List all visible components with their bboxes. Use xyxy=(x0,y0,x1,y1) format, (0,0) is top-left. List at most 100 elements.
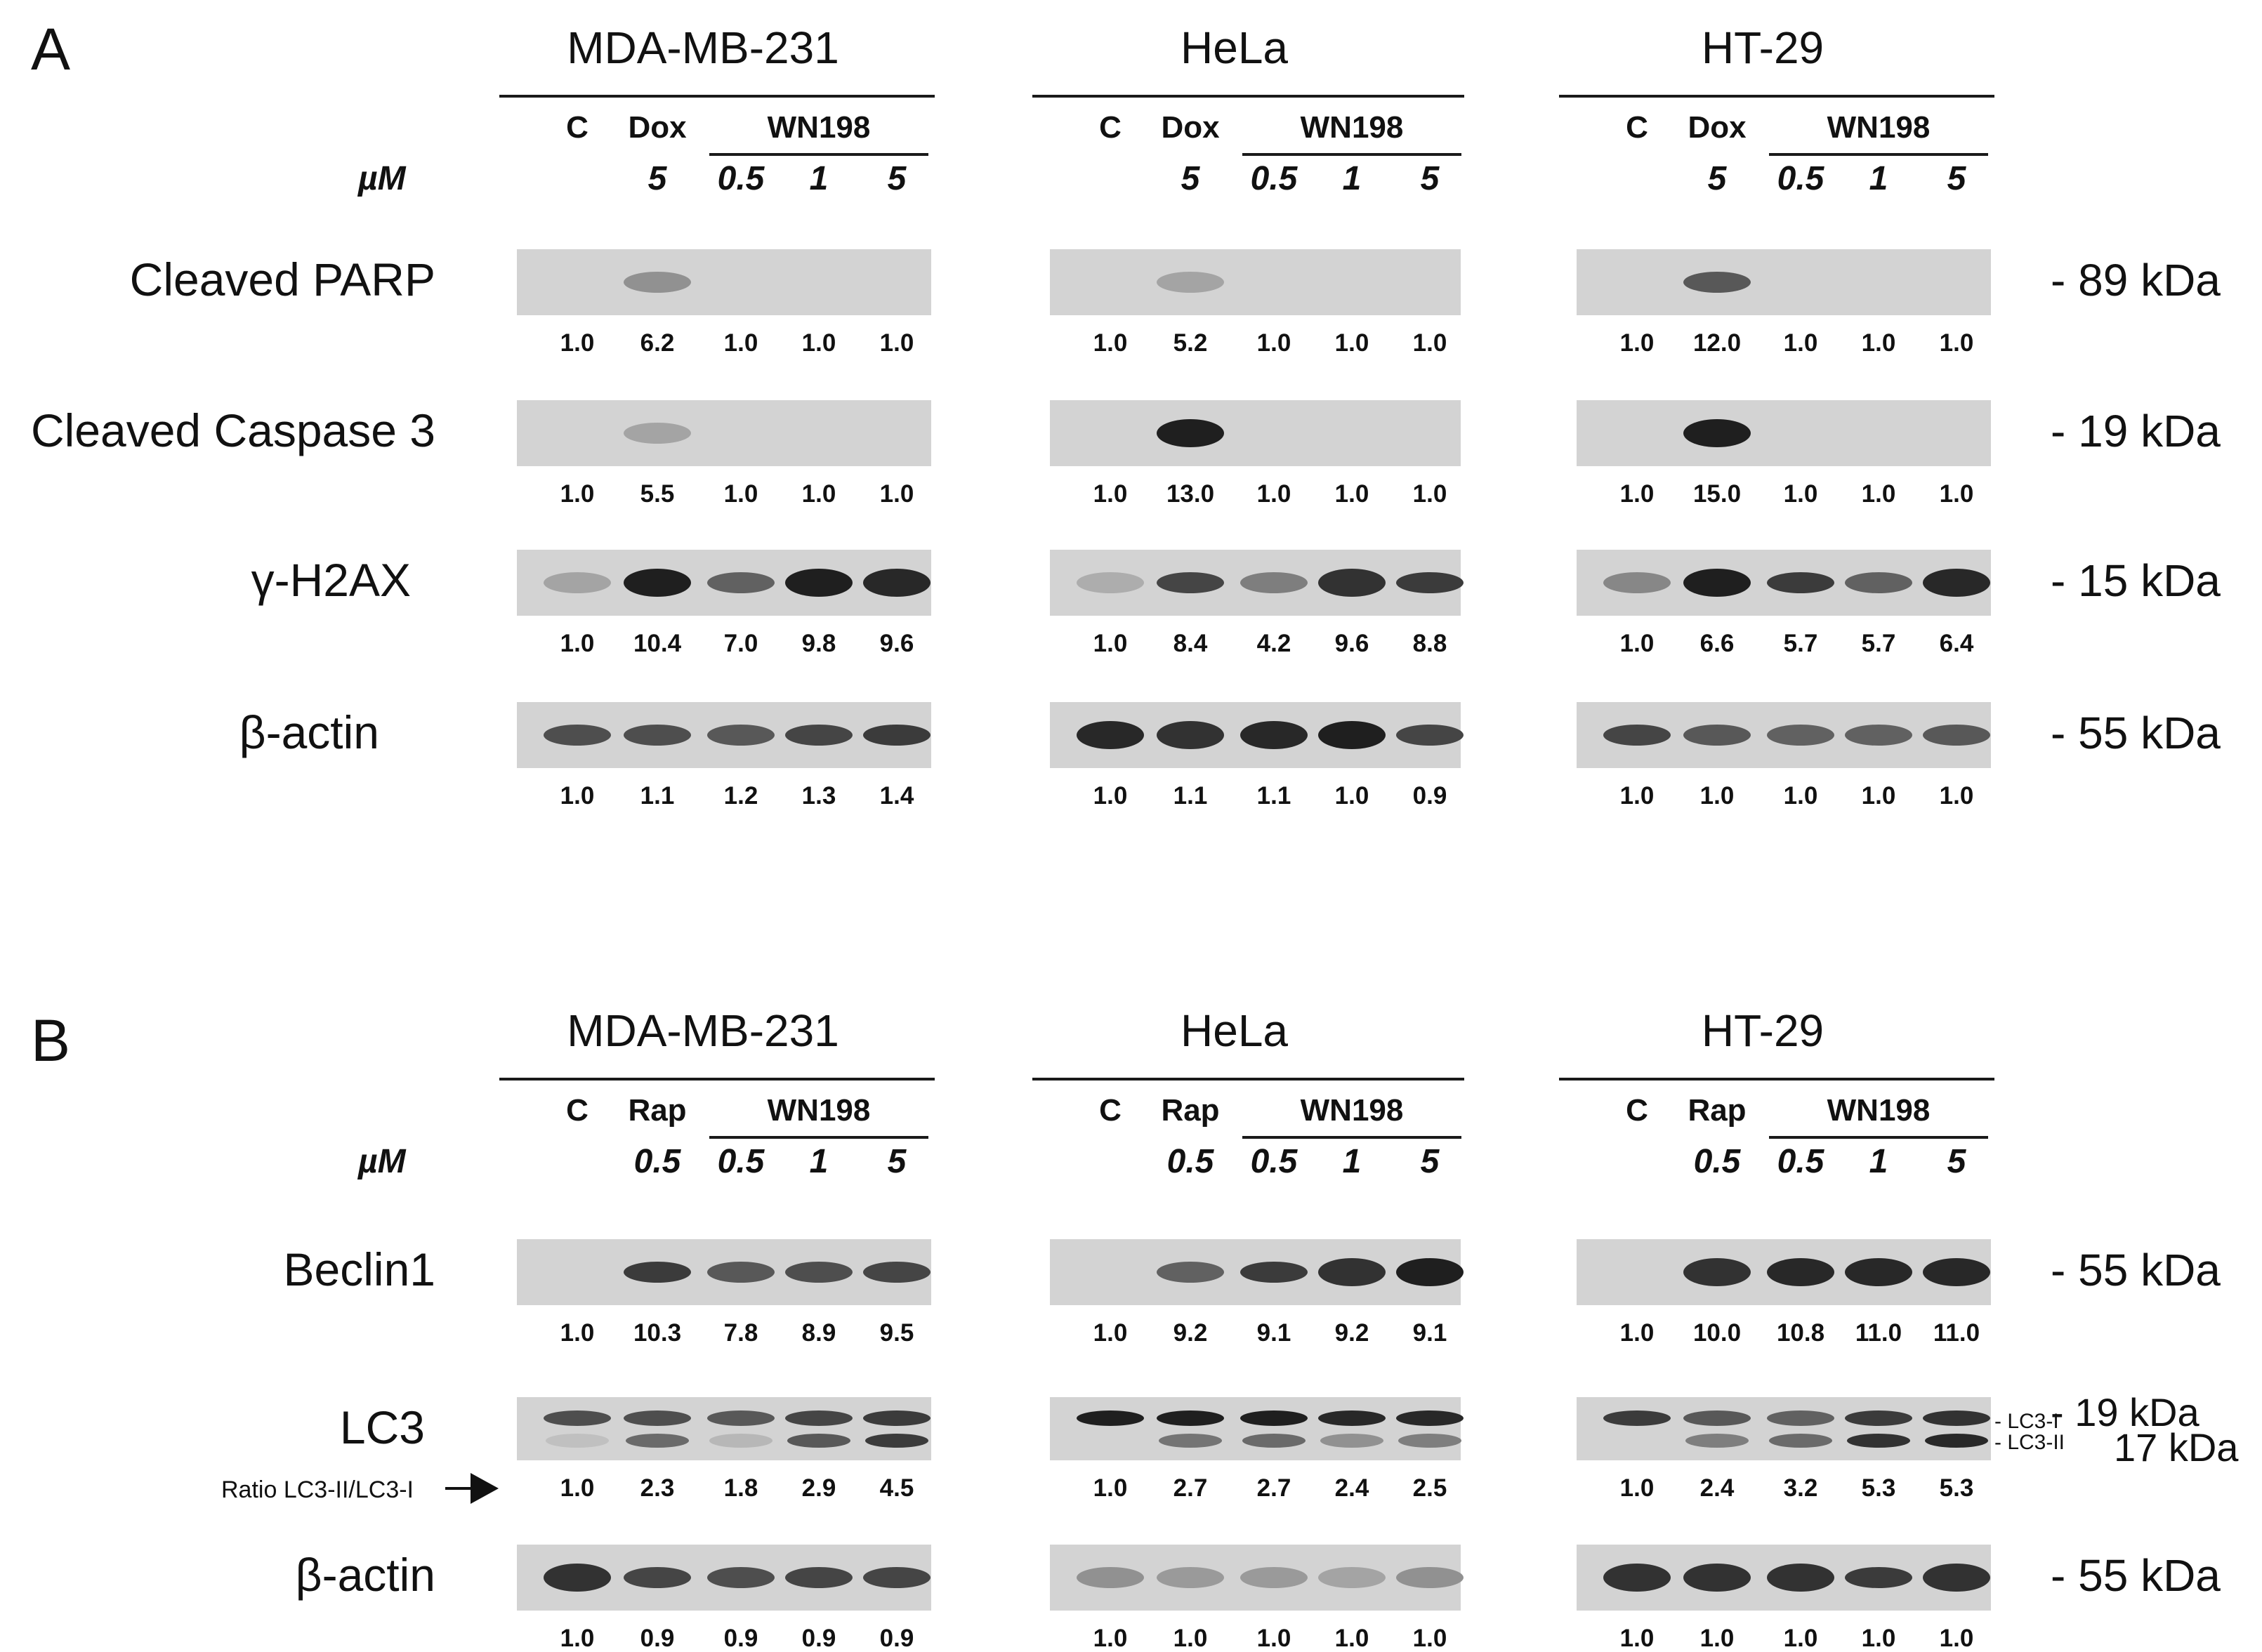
dose-label: 0.5 xyxy=(717,160,765,197)
condition-control: C xyxy=(1626,1093,1648,1128)
protein-band-lower xyxy=(709,1434,772,1448)
condition-control: C xyxy=(1099,1093,1122,1128)
cell-line-underline xyxy=(1032,1078,1464,1081)
quant-value: 9.6 xyxy=(879,630,914,657)
quant-value: 1.0 xyxy=(1093,1625,1128,1652)
condition-positive: Rap xyxy=(628,1093,687,1128)
dose-label: 1 xyxy=(1869,160,1888,197)
dose-label: 1 xyxy=(1342,1143,1362,1180)
blot-strip xyxy=(517,550,931,616)
protein-band xyxy=(1396,572,1464,593)
protein-band xyxy=(1845,572,1912,593)
protein-band xyxy=(1845,1410,1912,1426)
unit-label: µM xyxy=(358,1143,406,1180)
quant-value: 12.0 xyxy=(1692,329,1742,357)
blot-strip xyxy=(1577,1397,1991,1460)
lc3-i-tag: - LC3-I xyxy=(1994,1410,2059,1433)
protein-band xyxy=(544,1410,611,1426)
protein-band xyxy=(1845,1258,1912,1286)
blot-strip xyxy=(1050,550,1464,616)
quant-value: 1.0 xyxy=(560,480,595,508)
protein-band xyxy=(1923,1410,1990,1426)
quant-value: 0.9 xyxy=(879,1625,914,1652)
quant-value: 1.0 xyxy=(1861,480,1896,508)
dose-label: 0.5 xyxy=(1693,1143,1741,1180)
protein-band xyxy=(863,1262,931,1283)
protein-band xyxy=(1240,1262,1308,1283)
quant-value: 1.1 xyxy=(1173,782,1208,810)
quant-value: 1.4 xyxy=(879,782,914,810)
dose-label: 5 xyxy=(887,1143,907,1180)
dose-label: 1 xyxy=(809,1143,829,1180)
condition-compound: WN198 xyxy=(1827,110,1931,145)
protein-band-lower xyxy=(1685,1434,1749,1448)
protein-band xyxy=(1603,572,1671,593)
protein-band xyxy=(1077,572,1144,593)
quant-value: 5.7 xyxy=(1783,630,1818,657)
quant-value: 1.0 xyxy=(1939,329,1974,357)
quant-value: 1.0 xyxy=(1939,1625,1974,1652)
protein-band xyxy=(1396,1410,1464,1426)
quant-value: 1.0 xyxy=(1861,329,1896,357)
condition-positive: Rap xyxy=(1161,1093,1220,1128)
dose-label: 0.5 xyxy=(717,1143,765,1180)
cell-line-title: HeLa xyxy=(1181,22,1288,73)
quant-value: 1.0 xyxy=(1619,1319,1655,1347)
protein-band-lower xyxy=(1847,1434,1910,1448)
panel-letter: A xyxy=(31,16,71,82)
quant-value: 1.1 xyxy=(640,782,675,810)
quant-value: 1.0 xyxy=(1619,480,1655,508)
kda-marker: - 19 kDa xyxy=(2051,406,2221,456)
quant-value: 1.1 xyxy=(1256,782,1291,810)
quant-value: 1.0 xyxy=(1412,329,1447,357)
kda-marker: - 55 kDa xyxy=(2051,708,2221,758)
protein-band-lower xyxy=(626,1434,689,1448)
kda-marker: - 55 kDa xyxy=(2051,1245,2221,1295)
quant-value: 2.9 xyxy=(801,1474,836,1502)
quant-value: 9.1 xyxy=(1412,1319,1447,1347)
cell-line-underline xyxy=(499,1078,935,1081)
protein-band xyxy=(707,1410,775,1426)
quant-value: 1.0 xyxy=(1783,329,1818,357)
cell-line-title: HeLa xyxy=(1181,1005,1288,1056)
quant-value: 1.0 xyxy=(1939,782,1974,810)
protein-band xyxy=(1318,1258,1386,1286)
protein-band xyxy=(707,1262,775,1283)
condition-compound: WN198 xyxy=(1300,1093,1404,1128)
quant-value: 8.4 xyxy=(1173,630,1208,657)
condition-compound: WN198 xyxy=(1300,110,1404,145)
quant-value: 5.3 xyxy=(1939,1474,1974,1502)
dose-label: 0.5 xyxy=(1250,160,1298,197)
protein-band xyxy=(624,272,691,293)
quant-value: 1.0 xyxy=(1783,1625,1818,1652)
blot-strip xyxy=(1577,400,1991,466)
compound-underline xyxy=(1242,153,1461,156)
quant-value: 9.8 xyxy=(801,630,836,657)
quant-value: 1.0 xyxy=(1334,329,1369,357)
quant-value: 1.0 xyxy=(801,329,836,357)
protein-band xyxy=(785,569,853,597)
protein-band xyxy=(624,1567,691,1588)
dose-label: 1 xyxy=(809,160,829,197)
protein-band xyxy=(1683,1410,1751,1426)
quant-value: 2.4 xyxy=(1699,1474,1735,1502)
condition-control: C xyxy=(1099,110,1122,145)
quant-value: 5.3 xyxy=(1861,1474,1896,1502)
protein-band xyxy=(707,572,775,593)
blot-strip xyxy=(517,1545,931,1611)
protein-band xyxy=(785,1410,853,1426)
protein-band xyxy=(1396,725,1464,746)
protein-band xyxy=(785,725,853,746)
protein-band-lower xyxy=(1769,1434,1832,1448)
quant-value: 1.0 xyxy=(1256,480,1291,508)
quant-value: 1.0 xyxy=(560,1474,595,1502)
protein-band xyxy=(624,569,691,597)
protein-band xyxy=(1396,1567,1464,1588)
quant-value: 1.0 xyxy=(1783,782,1818,810)
protein-band xyxy=(1683,1258,1751,1286)
quant-value: 2.4 xyxy=(1334,1474,1369,1502)
protein-band-lower xyxy=(1242,1434,1306,1448)
dose-label: 1 xyxy=(1342,160,1362,197)
blot-strip xyxy=(1050,1397,1464,1460)
